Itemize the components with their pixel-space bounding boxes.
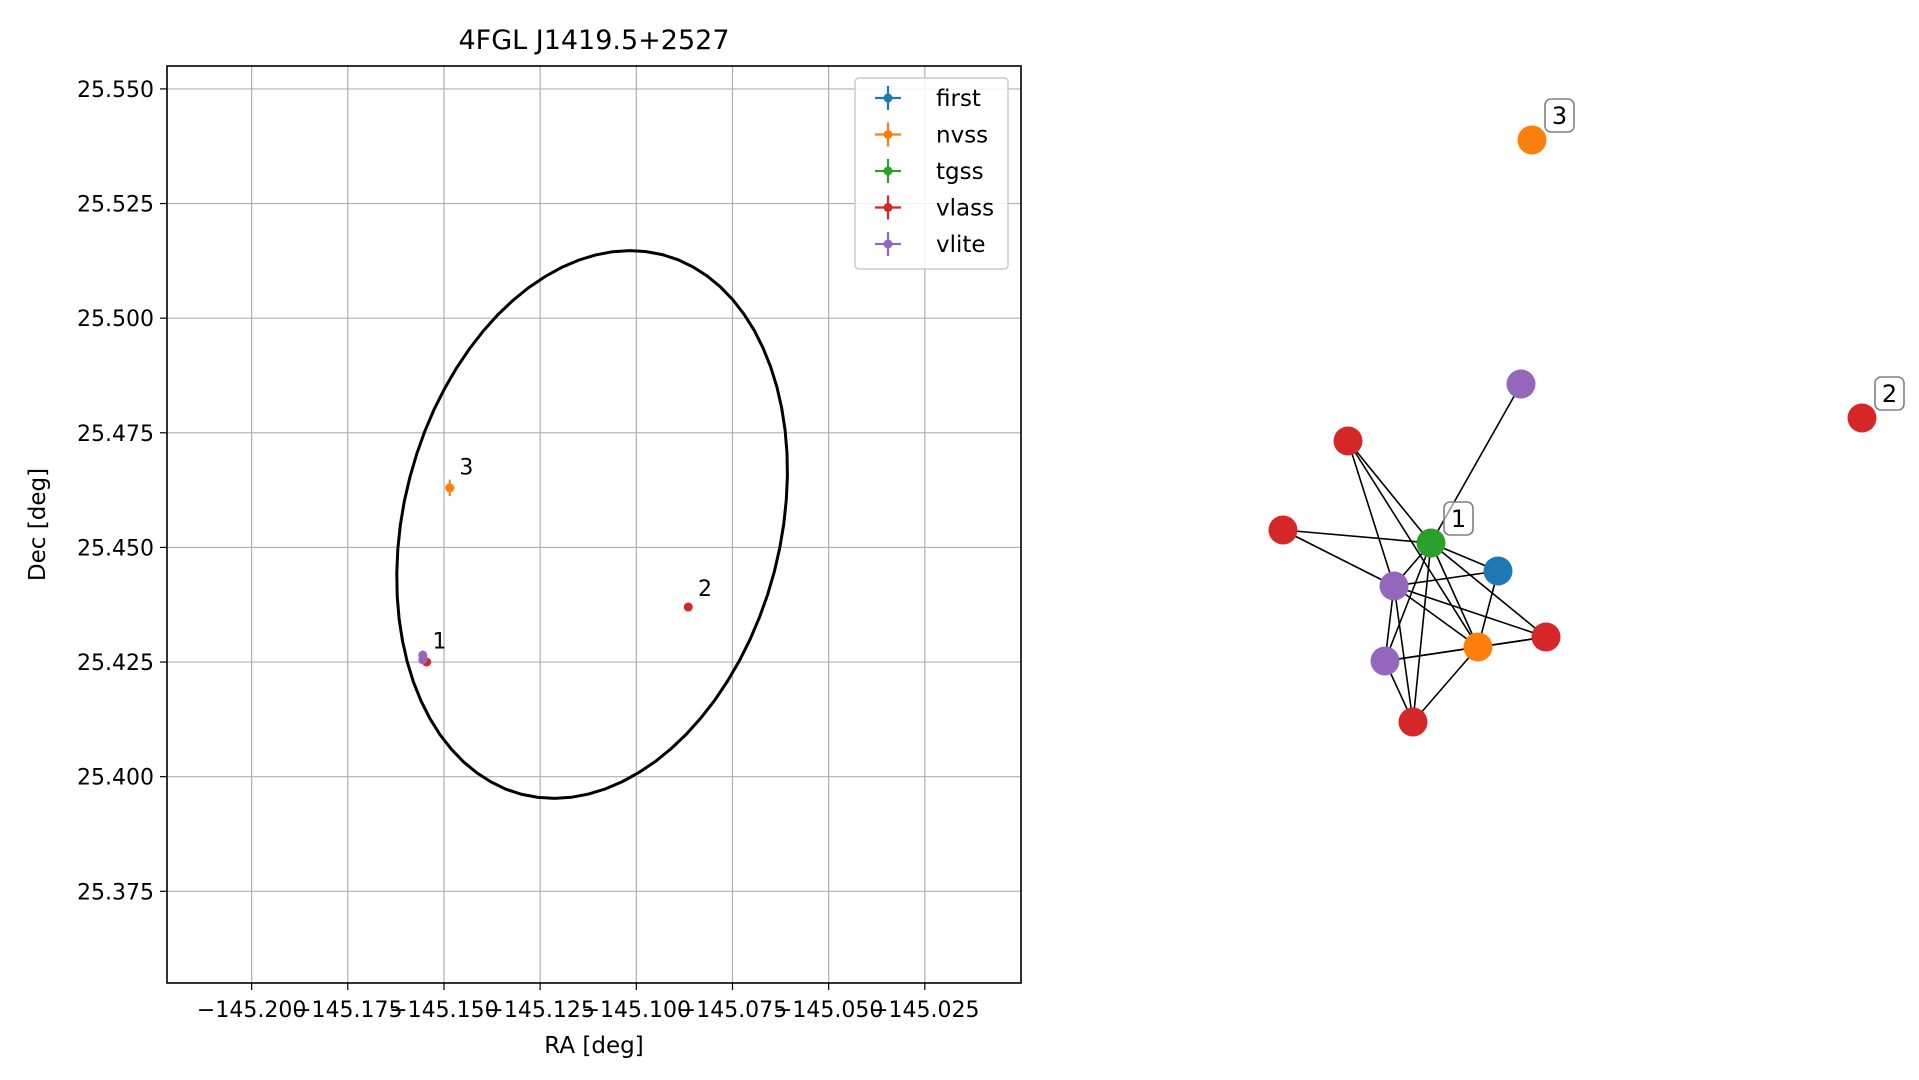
legend-label-first: first <box>936 86 981 112</box>
legend-label-vlite: vlite <box>936 232 986 258</box>
legend-label-vlass: vlass <box>936 196 994 222</box>
network-node <box>1333 426 1363 456</box>
y-tick-label: 25.375 <box>77 880 154 905</box>
network-node <box>1416 528 1446 558</box>
legend-marker-nvss <box>883 130 893 139</box>
network-node <box>1398 707 1428 737</box>
y-axis-label: Dec [deg] <box>25 468 51 581</box>
point-annotation: 1 <box>433 630 447 655</box>
x-tick-label: −145.150 <box>389 998 498 1023</box>
localization-ellipse <box>395 249 789 800</box>
network-node-label: 1 <box>1451 505 1466 533</box>
y-tick-label: 25.550 <box>77 78 154 103</box>
network-edge <box>1282 529 1432 544</box>
chart-title: 4FGL J1419.5+2527 <box>458 25 729 56</box>
legend-box <box>854 77 1009 270</box>
scatter-plot: −145.200−145.175−145.150−145.125−145.100… <box>25 25 1022 1059</box>
network-node <box>1531 622 1561 652</box>
network-node <box>1483 556 1513 586</box>
x-tick-label: −145.075 <box>678 998 787 1023</box>
network-node <box>1379 571 1409 601</box>
legend-marker-first <box>883 93 893 103</box>
x-tick-label: −145.025 <box>870 998 979 1023</box>
network-edge <box>1347 440 1395 587</box>
point-vlite <box>418 655 428 665</box>
network-label-box <box>1443 501 1474 536</box>
point-vlass <box>683 602 693 612</box>
network-edge <box>1282 529 1395 587</box>
network-label-box <box>1874 376 1905 411</box>
network-edge <box>1393 585 1414 723</box>
legend-marker-vlite <box>883 239 893 249</box>
axes-frame <box>166 65 1022 984</box>
legend-label-nvss: nvss <box>936 123 988 149</box>
legend-marker-vlass <box>883 203 893 212</box>
x-tick-label: −145.050 <box>774 998 883 1023</box>
network-node-label: 3 <box>1552 102 1567 130</box>
x-tick-label: −145.200 <box>197 998 306 1023</box>
legend-label-tgss: tgss <box>936 159 984 185</box>
network-node <box>1847 403 1877 433</box>
x-tick-label: −145.100 <box>582 998 691 1023</box>
network-graph: 3 2 1 <box>1268 98 1905 737</box>
y-tick-label: 25.450 <box>77 536 154 561</box>
network-edge <box>1393 570 1499 587</box>
network-edge <box>1393 585 1479 648</box>
network-edge <box>1430 542 1547 638</box>
network-node <box>1268 515 1298 545</box>
network-edge <box>1393 585 1547 638</box>
network-node <box>1506 369 1536 399</box>
network-edge <box>1384 542 1432 662</box>
x-tick-label: −145.125 <box>485 998 594 1023</box>
point-annotation: 3 <box>459 455 473 480</box>
network-node <box>1463 632 1493 662</box>
y-tick-label: 25.525 <box>77 193 154 218</box>
y-tick-label: 25.475 <box>77 422 154 447</box>
network-edge <box>1347 440 1479 648</box>
network-edge <box>1412 646 1479 723</box>
network-edge <box>1412 542 1432 723</box>
x-axis-label: RA [deg] <box>544 1033 643 1059</box>
y-tick-label: 25.400 <box>77 766 154 791</box>
legend-marker-tgss <box>883 166 893 176</box>
y-tick-label: 25.425 <box>77 651 154 676</box>
network-edge <box>1430 542 1479 648</box>
network-node <box>1517 125 1547 155</box>
point-annotation: 2 <box>698 577 712 602</box>
network-label-box <box>1544 98 1575 133</box>
x-tick-label: −145.175 <box>293 998 402 1023</box>
network-edge <box>1347 440 1432 544</box>
network-node <box>1370 646 1400 676</box>
network-node-label: 2 <box>1882 380 1897 408</box>
point-nvss <box>445 483 455 493</box>
y-tick-label: 25.500 <box>77 307 154 332</box>
